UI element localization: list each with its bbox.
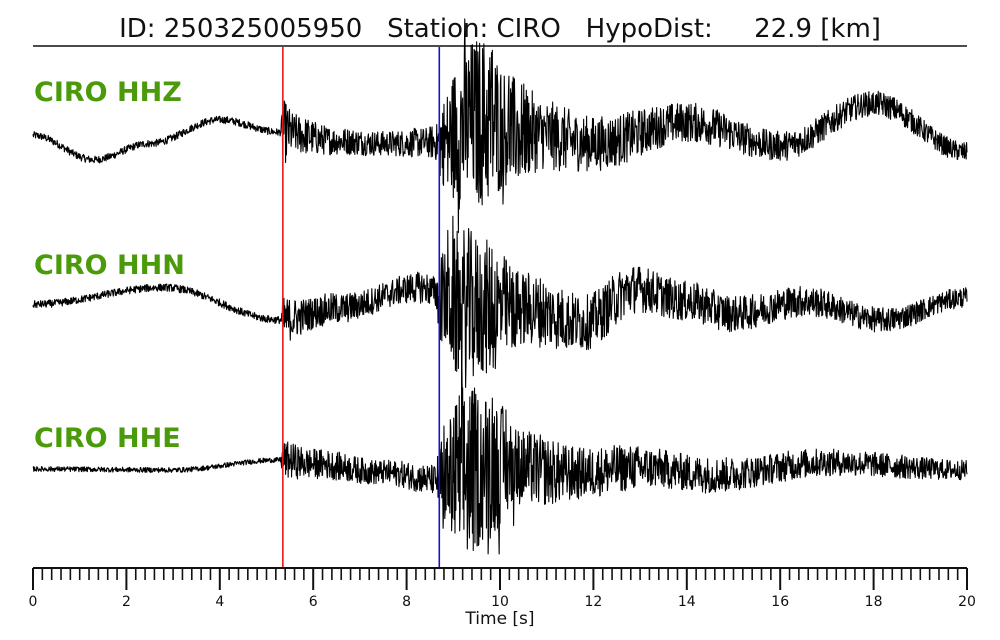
x-axis-label: Time [s] xyxy=(464,609,534,629)
x-tick-label: 14 xyxy=(678,594,696,610)
phase-picks xyxy=(282,47,441,567)
trace-label-hhz: CIRO HHZ xyxy=(34,77,182,108)
x-tick-label: 10 xyxy=(491,594,509,610)
x-tick-label: 18 xyxy=(865,594,883,610)
x-tick-label: 20 xyxy=(958,594,976,610)
waveform-ciro-hhz xyxy=(32,18,968,234)
x-tick-label: 0 xyxy=(29,594,38,610)
x-tick-label: 12 xyxy=(584,594,602,610)
time-axis: 0 2 4 6 8 10 12 14 16 18 20 Time [s] xyxy=(29,567,976,629)
x-tick-label: 16 xyxy=(771,594,789,610)
waveform-traces xyxy=(32,18,968,555)
waveform-ciro-hhn xyxy=(32,215,968,409)
x-tick-label: 4 xyxy=(215,594,224,610)
trace-label-hhn: CIRO HHN xyxy=(34,250,185,281)
x-tick-label: 8 xyxy=(402,594,411,610)
waveform-ciro-hhe xyxy=(32,350,968,555)
trace-labels: CIRO HHZ CIRO HHN CIRO HHE xyxy=(34,77,185,454)
chart-title: ID: 250325005950 Station: CIRO HypoDist:… xyxy=(119,14,881,44)
x-tick-label: 6 xyxy=(309,594,318,610)
x-tick-label: 2 xyxy=(122,594,131,610)
trace-label-hhe: CIRO HHE xyxy=(34,423,181,454)
